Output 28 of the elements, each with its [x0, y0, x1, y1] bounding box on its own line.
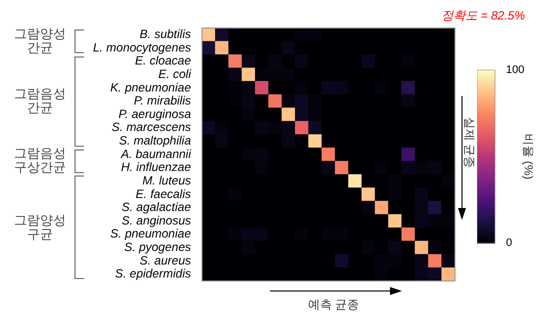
y-tick-label: S. aureus — [140, 253, 191, 268]
y-tick-label: S. marcescens — [112, 120, 191, 134]
y-tick-label: S. agalactiae — [122, 200, 192, 214]
text: 그람음성 구상간균 — [14, 146, 66, 175]
text: 그람양성 구균 — [14, 212, 66, 242]
color-bar-label: 100 — [506, 64, 524, 76]
y-tick-label: K. pneumoniae — [110, 80, 192, 94]
y-axis-title: 실제 균종 — [462, 116, 477, 168]
y-tick-label: P. aeruginosa — [118, 106, 192, 121]
y-tick-label: E. faecalis — [136, 186, 191, 201]
text: 그람양성 간균 — [14, 26, 66, 55]
y-tick-label: S. epidermidis — [114, 266, 191, 281]
text: 그람음성 간균 — [14, 86, 66, 115]
y-tick-label: E. coli — [158, 66, 192, 81]
y-tick-label: S. pneumoniae — [110, 226, 192, 241]
y-tick-label: P. mirabilis — [134, 94, 191, 108]
y-tick-label: S. maltophilia — [118, 134, 192, 148]
y-tick-label: H. influenzae — [120, 160, 192, 174]
x-axis-title: 예측 균종 — [308, 297, 360, 312]
y-tick-label: B. subtilis — [140, 27, 191, 41]
y-tick-label: S. pyogenes — [124, 240, 191, 254]
y-tick-label: E. cloacae — [134, 54, 192, 68]
text: 정확도 = 82.5% — [441, 8, 526, 22]
y-tick-label: M. luteus — [142, 173, 191, 188]
y-tick-label: S. anginosus — [122, 213, 191, 228]
color-bar-label: 0 — [506, 237, 512, 250]
y-tick-label: L. monocytogenes — [92, 40, 191, 54]
y-tick-label: A. baumannii — [120, 146, 192, 161]
